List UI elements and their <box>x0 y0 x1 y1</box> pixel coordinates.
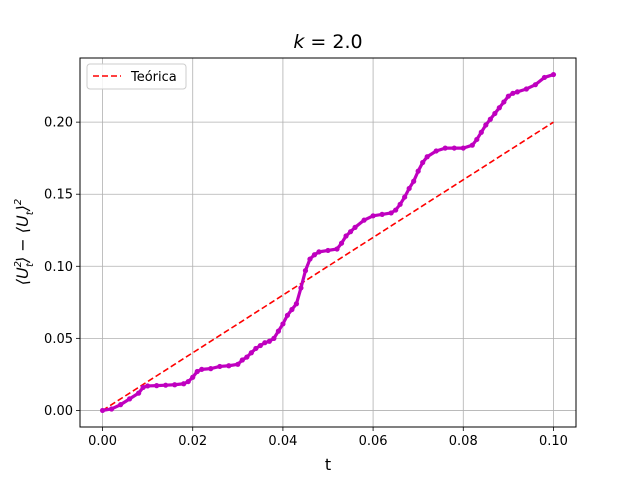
data-point <box>127 396 133 402</box>
data-point <box>239 357 245 363</box>
data-point <box>501 99 507 105</box>
data-point <box>298 285 304 291</box>
data-point <box>262 340 268 346</box>
data-point <box>266 338 272 344</box>
data-point <box>424 154 430 160</box>
data-point <box>474 136 480 143</box>
data-point <box>411 178 417 184</box>
data-point <box>307 256 313 262</box>
data-point <box>469 142 475 148</box>
data-point <box>284 312 291 318</box>
data-point <box>393 207 399 213</box>
legend-box <box>86 63 187 90</box>
series-simulacion <box>99 71 557 414</box>
data-point <box>347 229 354 235</box>
y-tick-label: 0.00 <box>44 404 73 419</box>
data-point <box>492 110 498 117</box>
data-point <box>190 374 196 380</box>
data-point <box>550 71 557 78</box>
data-point <box>280 321 286 327</box>
data-point <box>136 390 142 396</box>
x-tick-label: 0.10 <box>539 434 568 449</box>
data-point <box>496 105 502 111</box>
data-point <box>523 86 530 92</box>
data-point <box>514 89 520 95</box>
data-point <box>361 217 367 223</box>
data-point <box>108 406 115 412</box>
data-point <box>510 90 516 96</box>
data-point <box>235 361 241 367</box>
axis-ticks: 0.00 0.02 0.04 0.06 0.08 0.10 0.00 0.05 0.10 0.15… <box>44 116 568 449</box>
x-tick-label: 0.00 <box>88 434 117 449</box>
data-point <box>140 384 146 390</box>
series-teorica <box>102 121 554 412</box>
data-point <box>352 224 358 230</box>
data-point <box>163 382 169 388</box>
plot-frame <box>79 57 577 428</box>
data-point <box>257 342 263 349</box>
x-tick-label: 0.04 <box>268 434 297 449</box>
data-point <box>275 328 281 334</box>
data-point <box>397 201 403 207</box>
data-point <box>505 93 511 99</box>
data-point <box>343 233 349 239</box>
data-point <box>420 159 426 166</box>
y-tick-label: 0.10 <box>44 260 73 275</box>
grid <box>80 58 576 427</box>
data-point <box>311 252 318 258</box>
data-point <box>532 82 539 88</box>
data-point <box>145 383 151 389</box>
data-point <box>442 145 448 151</box>
x-tick-label: 0.02 <box>178 434 207 449</box>
data-point <box>248 350 254 356</box>
data-point <box>370 213 376 219</box>
data-point <box>185 378 191 385</box>
x-tick-label: 0.06 <box>359 434 388 449</box>
data-point <box>478 129 484 135</box>
data-point <box>289 306 295 313</box>
data-point <box>293 301 300 307</box>
data-point <box>271 335 277 341</box>
x-tick-label: 0.08 <box>449 434 478 449</box>
data-point <box>302 268 309 274</box>
data-point <box>334 246 340 252</box>
data-point <box>487 116 493 122</box>
data-point <box>199 366 205 372</box>
data-point <box>172 382 178 388</box>
y-tick-label: 0.15 <box>44 188 73 203</box>
data-point <box>316 249 322 255</box>
data-point <box>194 368 200 375</box>
y-axis-label: ⟨U2t⟩ − ⟨Ut⟩2 <box>13 199 36 286</box>
data-point <box>253 345 259 352</box>
data-point <box>433 148 439 154</box>
legend-label-teorica: Teórica <box>130 70 177 85</box>
data-point <box>338 240 345 246</box>
legend: Teórica <box>86 63 187 90</box>
data-point <box>217 363 223 370</box>
data-point <box>451 145 457 151</box>
chart-title: k = 2.0 <box>293 31 362 53</box>
data-point <box>406 185 412 192</box>
data-point <box>181 381 187 387</box>
data-point <box>117 402 124 408</box>
data-point <box>460 145 466 151</box>
data-point <box>154 383 160 389</box>
data-point <box>402 194 408 200</box>
data-point <box>415 168 421 174</box>
y-tick-label: 0.20 <box>44 116 73 131</box>
data-point <box>208 366 214 372</box>
data-point <box>379 211 385 217</box>
data-point <box>325 247 331 254</box>
data-point <box>244 354 250 360</box>
y-tick-label: 0.05 <box>44 332 73 347</box>
data-point <box>483 122 489 128</box>
data-point <box>99 407 106 414</box>
x-axis-label: t <box>325 455 331 474</box>
teorica-line <box>102 121 554 412</box>
data-point <box>226 363 232 369</box>
data-point <box>388 210 394 216</box>
data-point <box>541 74 548 81</box>
